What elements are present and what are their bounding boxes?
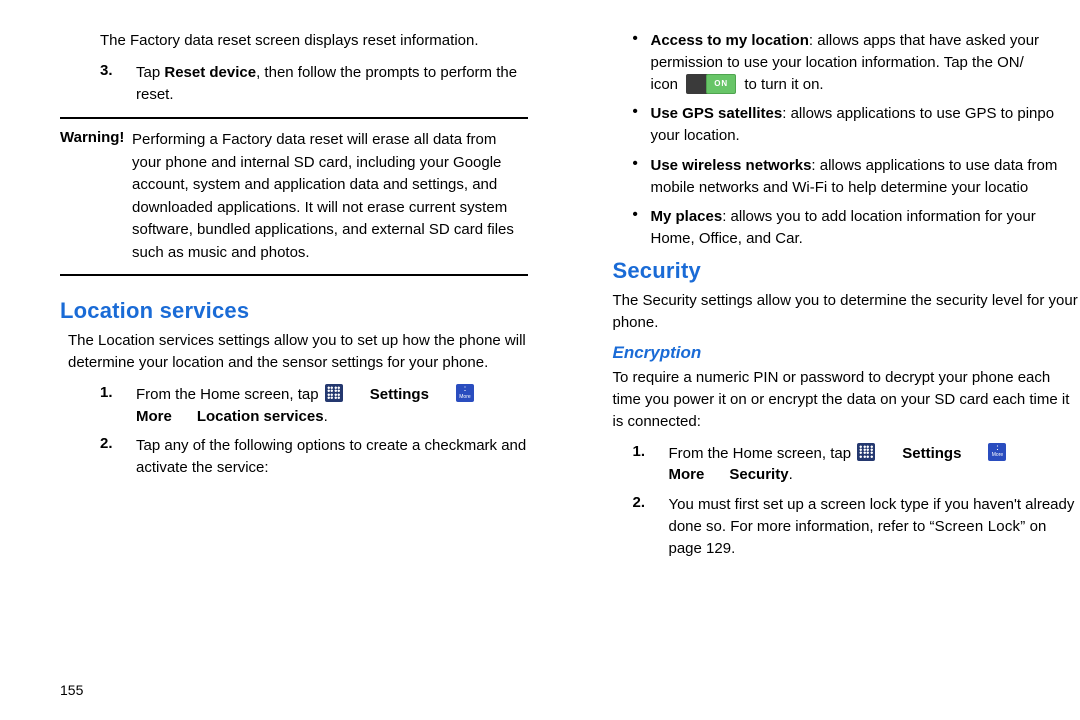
encryption-intro: To require a numeric PIN or password to … [613,367,1080,432]
myplaces-label: My places [651,208,723,225]
bullet-wireless: • Use wireless networks: allows applicat… [613,155,1080,199]
wireless-label: Use wireless networks [651,157,812,174]
gps-label: Use GPS satellites [651,105,783,122]
toggle-on-label: ON [706,74,736,94]
location-intro: The Location services settings allow you… [60,330,528,374]
step-3-number: 3. [60,62,136,106]
settings-label-2: Settings [902,445,961,462]
right-column: • Access to my location: allows apps tha… [588,30,1080,567]
location-step-2-number: 2. [60,435,136,479]
enc-step-2: 2. You must first set up a screen lock t… [593,494,1080,559]
enc-step-2-number: 2. [593,494,669,559]
warning-block: Warning! Performing a Factory data reset… [60,117,528,276]
page-number: 155 [60,682,83,698]
enc-step-1-number: 1. [593,443,669,487]
step-3-body: Tap Reset device, then follow the prompt… [136,62,528,106]
location-step-2-body: Tap any of the following options to crea… [136,435,528,479]
bullet-myplaces: • My places: allows you to add location … [613,206,1080,250]
left-column: The Factory data reset screen displays r… [0,30,558,567]
heading-encryption: Encryption [613,343,1080,363]
more-label: More [136,408,172,425]
enc-step-1: 1. From the Home screen, tap Settings Mo… [593,443,1080,487]
screen-lock-ref: “Screen Lock” [929,518,1025,535]
heading-location-services: Location services [60,298,528,324]
location-step-1-number: 1. [60,384,136,428]
enc-step-1-pre: From the Home screen, tap [669,445,856,462]
settings-label: Settings [370,386,429,403]
access-location-label: Access to my location [651,32,809,49]
enc-step-2-body: You must first set up a screen lock type… [669,494,1080,559]
location-step-1: 1. From the Home screen, tap Settings Mo… [60,384,528,428]
toggle-on-icon: ON [686,74,736,94]
step-3-text-pre: Tap [136,64,164,81]
location-step-1-pre: From the Home screen, tap [136,386,323,403]
manual-page: The Factory data reset screen displays r… [0,0,1080,567]
more-icon [988,443,1006,461]
warning-text: Performing a Factory data reset will era… [132,129,528,264]
location-step-1-body: From the Home screen, tap Settings More … [136,384,528,428]
security-label: Security [729,466,788,483]
location-step-2: 2. Tap any of the following options to c… [60,435,528,479]
bullet-access-location: • Access to my location: allows apps tha… [613,30,1080,95]
apps-grid-icon [325,384,343,402]
reset-device-label: Reset device [164,64,256,81]
security-intro: The Security settings allow you to deter… [613,290,1080,334]
enc-step-1-body: From the Home screen, tap Settings More … [669,443,1080,487]
enc-step-1-dot: . [789,466,793,483]
apps-grid-icon [857,443,875,461]
location-step-1-dot: . [324,408,328,425]
more-label-2: More [669,466,705,483]
warning-label: Warning! [60,129,132,264]
location-services-label: Location services [197,408,324,425]
heading-security: Security [613,258,1080,284]
bullet-gps: • Use GPS satellites: allows application… [613,103,1080,147]
more-icon [456,384,474,402]
access-location-text-b: to turn it on. [744,76,823,93]
factory-reset-info: The Factory data reset screen displays r… [60,30,528,52]
step-3: 3. Tap Reset device, then follow the pro… [60,62,528,106]
access-location-icon-word: icon [651,76,679,93]
